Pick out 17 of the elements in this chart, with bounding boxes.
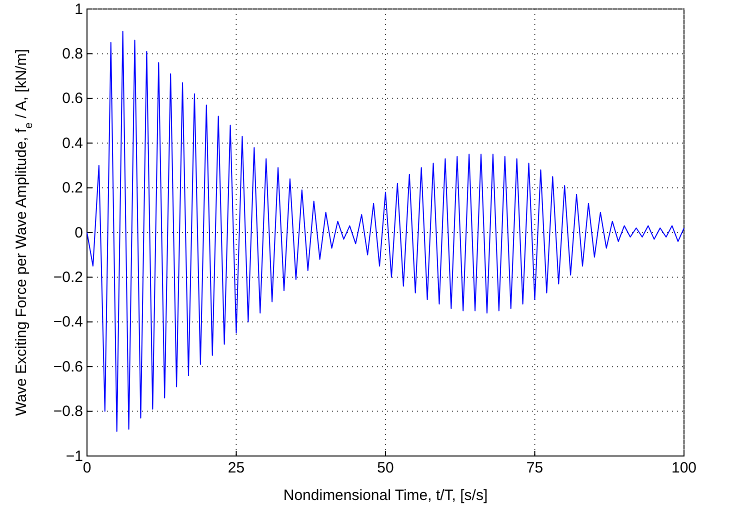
y-tick-label: −0.8 — [53, 403, 83, 420]
y-tick-label: 0.6 — [62, 90, 83, 108]
y-tick-label: −0.2 — [53, 269, 83, 286]
x-tick-label: 25 — [228, 460, 245, 477]
y-tick-label: −0.6 — [53, 358, 83, 376]
x-tick-label: 50 — [377, 460, 394, 477]
y-tick-label: −0.4 — [53, 314, 83, 331]
y-tick-label: 0.4 — [62, 134, 83, 152]
x-tick-label: 100 — [671, 460, 697, 477]
x-axis-title: Nondimensional Time, t/T, [s/s] — [283, 487, 488, 504]
line-series — [86, 30, 684, 432]
y-tick-label: −1 — [66, 448, 83, 465]
y-tick-label: 0.2 — [62, 180, 83, 197]
y-tick-label: 0.8 — [62, 46, 83, 62]
x-tick-label: 75 — [526, 460, 544, 477]
y-tick-label: 1 — [74, 0, 83, 18]
y-tick-label: 0 — [74, 224, 83, 242]
